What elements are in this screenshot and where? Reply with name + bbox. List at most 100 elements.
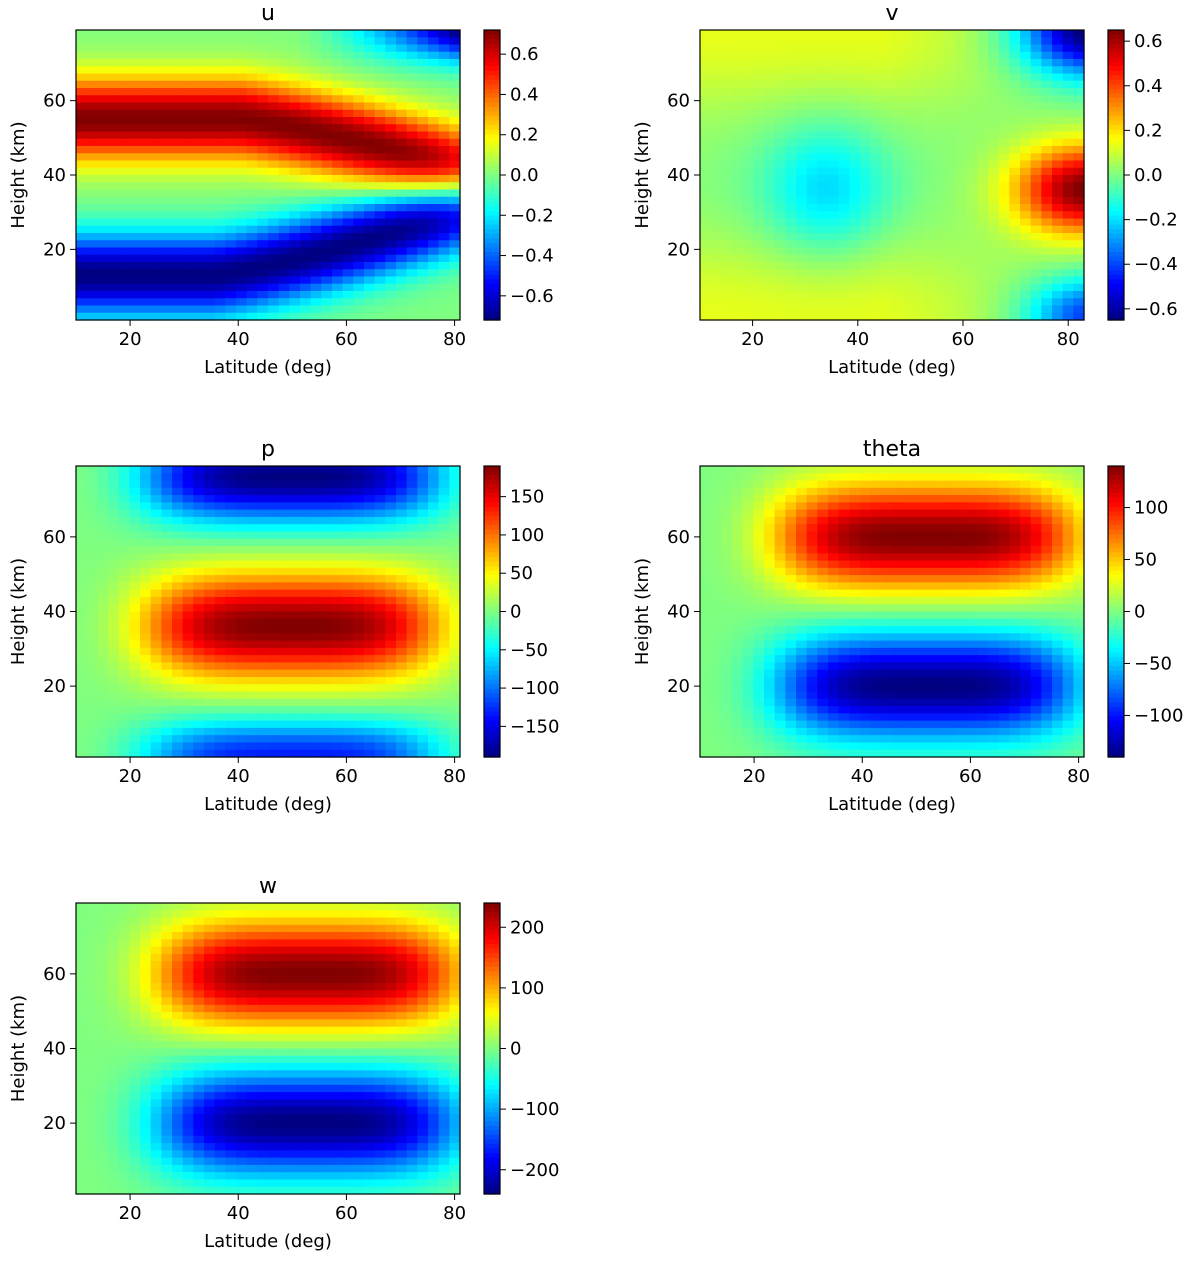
heatmap-cell — [332, 626, 344, 634]
heatmap-cell — [214, 575, 226, 584]
heatmap-cell — [1052, 291, 1064, 299]
heatmap-cell — [129, 655, 141, 664]
heatmap-cell — [892, 66, 904, 75]
heatmap-cell — [828, 276, 840, 285]
heatmap-cell — [796, 298, 808, 307]
heatmap-cell — [182, 567, 194, 576]
heatmap-cell — [374, 276, 386, 285]
heatmap-cell — [193, 59, 205, 67]
heatmap-cell — [86, 160, 98, 169]
heatmap-cell — [193, 727, 205, 736]
heatmap-cell — [1009, 175, 1021, 183]
heatmap-cell — [1062, 225, 1074, 234]
heatmap-cell — [182, 138, 194, 147]
heatmap-cell — [1030, 240, 1042, 249]
heatmap-cell — [236, 618, 248, 627]
heatmap-cell — [417, 59, 429, 67]
heatmap-cell — [774, 37, 786, 46]
heatmap-cell — [182, 240, 194, 249]
heatmap-cell — [396, 211, 408, 220]
heatmap-cell — [257, 30, 269, 38]
heatmap-cell — [321, 66, 333, 75]
heatmap-cell — [998, 167, 1010, 176]
colorbar-segment — [484, 233, 500, 240]
heatmap-cell — [977, 247, 989, 256]
heatmap-cell — [710, 189, 722, 198]
heatmap-cell — [268, 706, 280, 714]
heatmap-cell — [310, 466, 322, 474]
heatmap-cell — [246, 95, 258, 104]
heatmap-cell — [214, 262, 226, 270]
heatmap-cell — [129, 305, 141, 314]
heatmap-cell — [108, 225, 120, 234]
heatmap-cell — [988, 283, 1000, 292]
heatmap-cell — [870, 37, 882, 46]
heatmap-cell — [321, 691, 333, 700]
heatmap-cell — [193, 669, 205, 678]
heatmap-cell — [161, 117, 173, 125]
heatmap-cell — [278, 647, 290, 656]
heatmap-cell — [97, 706, 109, 714]
heatmap-cell — [849, 254, 861, 263]
heatmap-cell — [710, 175, 722, 183]
heatmap-cell — [108, 618, 120, 627]
colorbar-segment — [1108, 206, 1124, 212]
heatmap-cell — [310, 240, 322, 249]
heatmap-cell — [129, 225, 141, 234]
heatmap-cell — [396, 735, 408, 744]
heatmap-cell — [1062, 167, 1074, 176]
heatmap-cell — [838, 44, 850, 53]
heatmap-cell — [300, 516, 312, 525]
heatmap-cell — [246, 742, 258, 751]
heatmap-cell — [129, 553, 141, 562]
heatmap-cell — [828, 211, 840, 220]
colorbar-tick-label: 0.6 — [510, 44, 539, 65]
heatmap-cell — [289, 153, 301, 162]
heatmap-cell — [721, 124, 733, 133]
heatmap-cell — [278, 225, 290, 234]
heatmap-cell — [870, 160, 882, 169]
heatmap-cell — [193, 312, 205, 321]
heatmap-cell — [732, 160, 744, 169]
heatmap-cell — [721, 196, 733, 205]
heatmap-cell — [902, 189, 914, 198]
heatmap-cell — [913, 167, 925, 176]
heatmap-cell — [172, 676, 184, 685]
heatmap-cell — [332, 51, 344, 60]
heatmap-cell — [108, 80, 120, 89]
heatmap-cell — [753, 516, 765, 525]
heatmap-cell — [289, 189, 301, 198]
colorbar-segment — [484, 506, 500, 513]
heatmap-cell — [150, 582, 162, 591]
heatmap-cell — [396, 546, 408, 554]
heatmap-cell — [902, 218, 914, 227]
heatmap-cell — [838, 204, 850, 212]
heatmap-cell — [214, 727, 226, 736]
heatmap-cell — [118, 182, 130, 191]
heatmap-cell — [182, 749, 194, 758]
heatmap-cell — [321, 117, 333, 125]
heatmap-cell — [449, 502, 461, 511]
heatmap-cell — [257, 102, 269, 111]
heatmap-cell — [934, 88, 946, 96]
heatmap-cell — [902, 276, 914, 285]
heatmap-cell — [1052, 44, 1064, 53]
heatmap-cell — [956, 124, 968, 133]
heatmap-cell — [108, 691, 120, 700]
heatmap-cell — [118, 706, 130, 714]
heatmap-cell — [140, 720, 152, 729]
heatmap-cell — [1073, 59, 1085, 67]
heatmap-cell — [396, 254, 408, 263]
heatmap-cell — [385, 706, 397, 714]
heatmap-cell — [1073, 531, 1085, 540]
heatmap-cell — [774, 502, 786, 511]
heatmap-cell — [806, 109, 818, 118]
heatmap-cell — [204, 626, 216, 634]
heatmap-cell — [934, 247, 946, 256]
heatmap-cell — [956, 524, 968, 533]
heatmap-cell — [732, 88, 744, 96]
heatmap-cell — [1052, 37, 1064, 46]
heatmap-cell — [268, 298, 280, 307]
heatmap-cell — [321, 59, 333, 67]
heatmap-cell — [278, 80, 290, 89]
